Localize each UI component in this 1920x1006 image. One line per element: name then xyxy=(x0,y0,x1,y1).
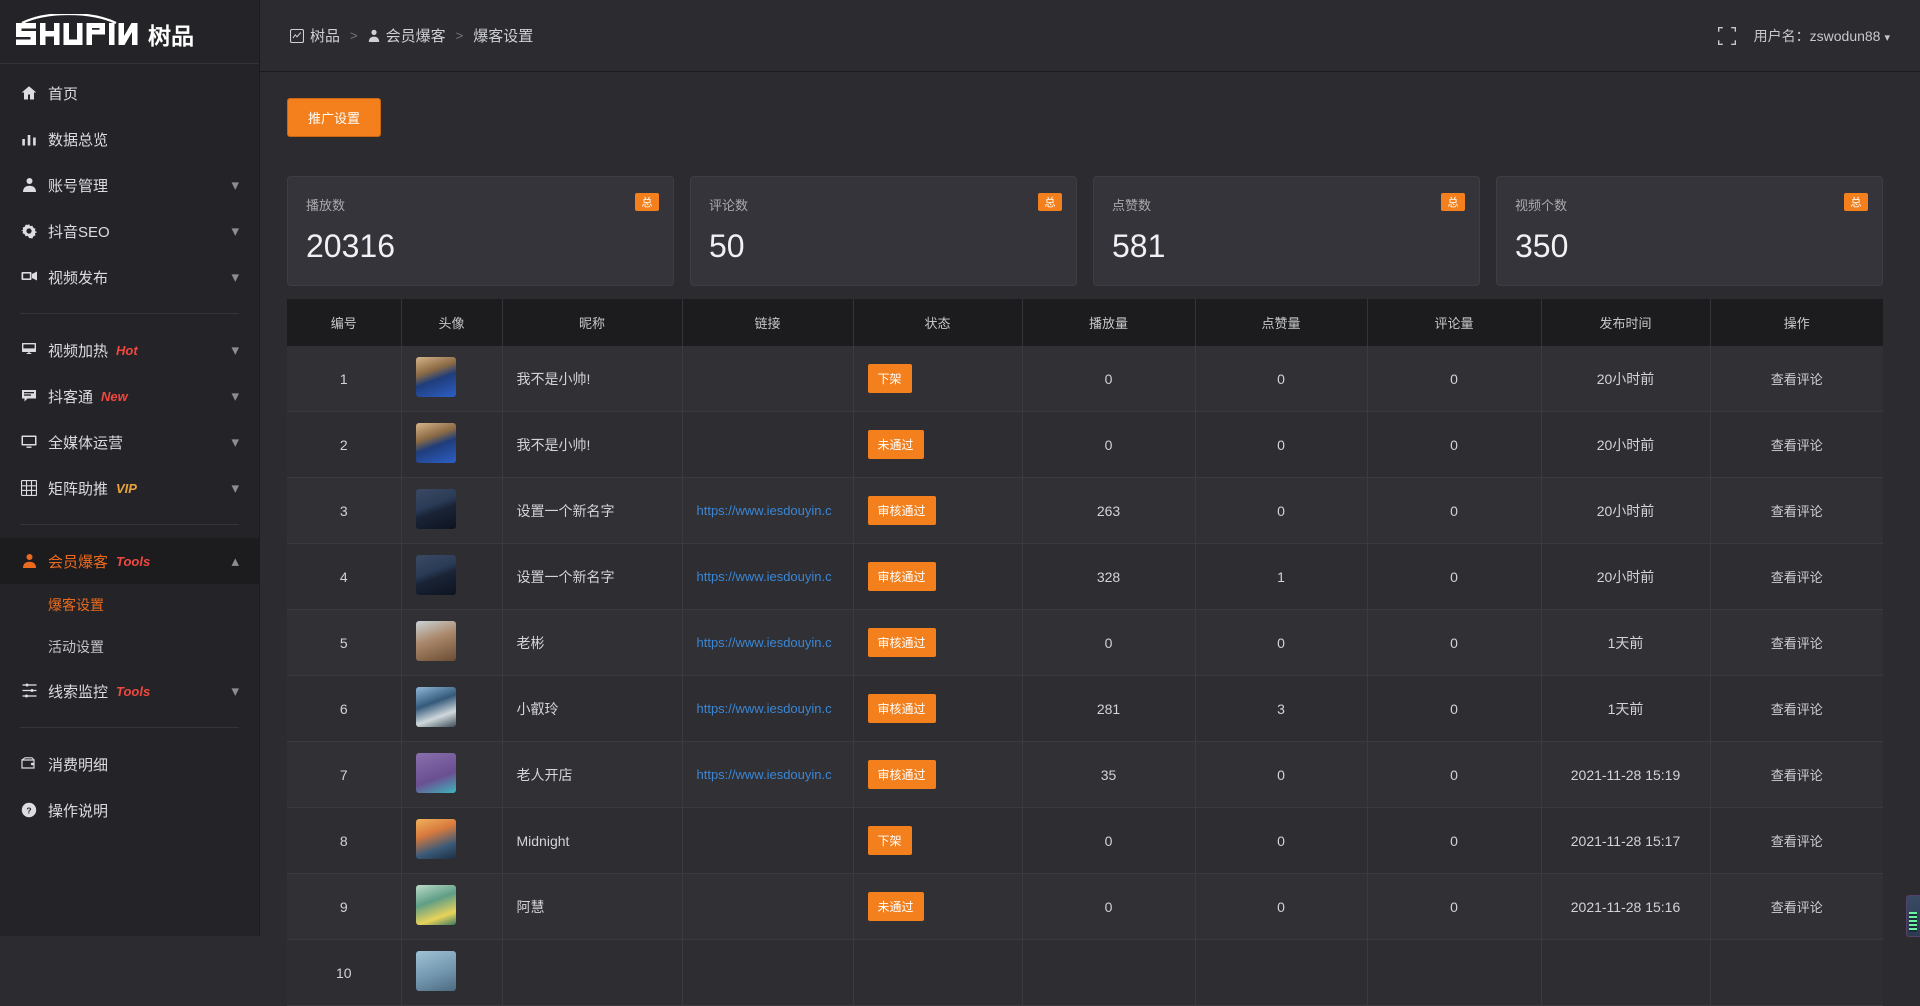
svg-text:树品: 树品 xyxy=(148,23,194,49)
svg-text:?: ? xyxy=(26,805,31,815)
